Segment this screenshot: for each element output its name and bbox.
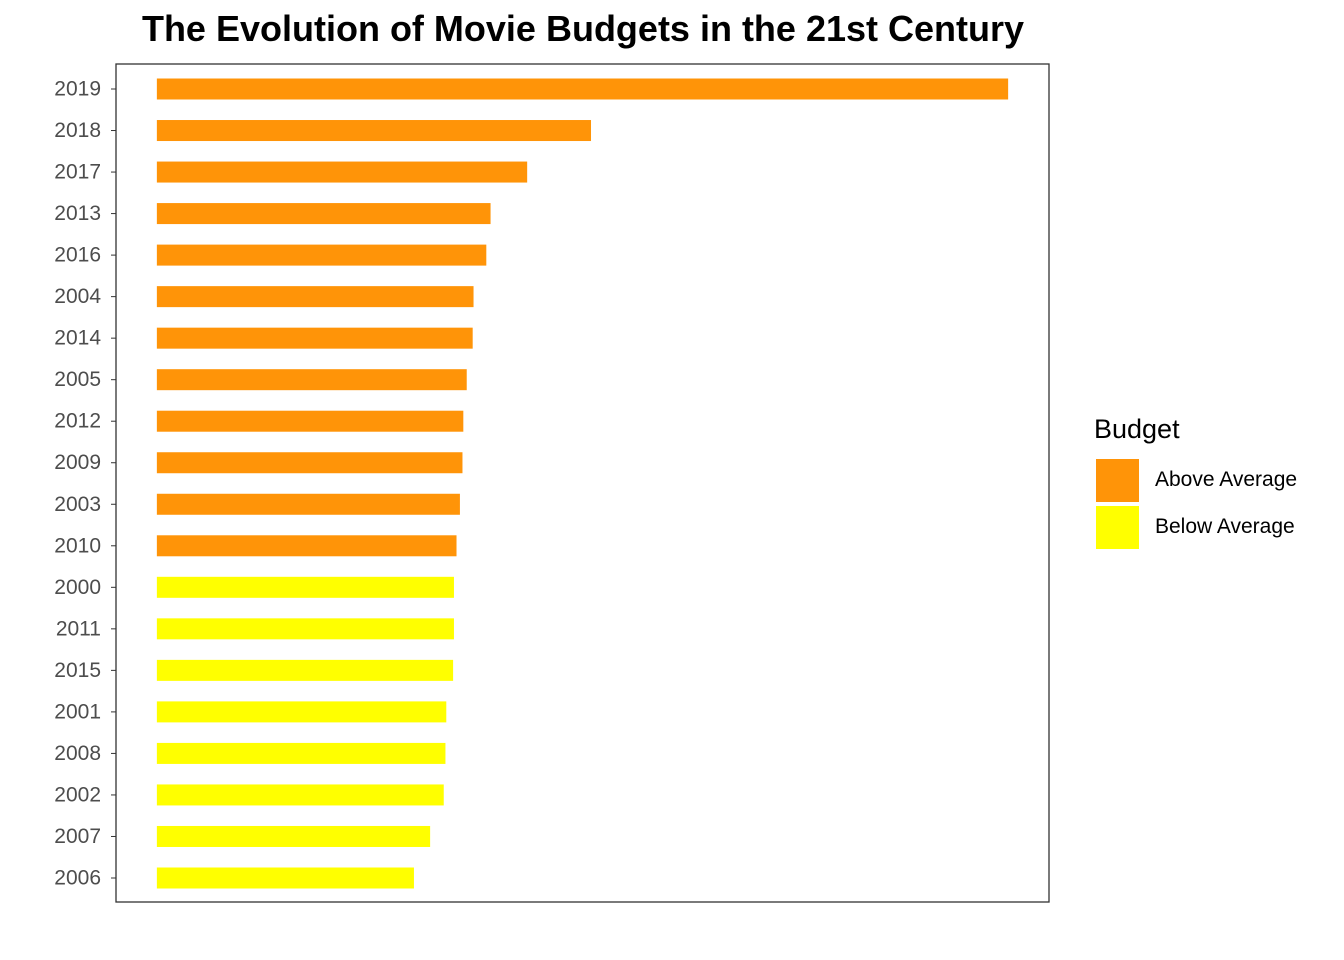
legend-key-below-average — [1096, 505, 1139, 549]
bar-2001 — [156, 701, 447, 723]
legend-label-below-average: Below Average — [1155, 515, 1295, 538]
legend-label-above-average: Above Average — [1155, 468, 1298, 491]
bar-2012 — [156, 410, 464, 432]
bar-2017 — [156, 161, 528, 183]
legend: Budget Above Average Below Average — [1094, 414, 1334, 552]
y-tick-label-2007: 2007 — [54, 825, 101, 848]
bar-2002 — [156, 784, 444, 806]
y-tick-label-2010: 2010 — [54, 534, 101, 557]
y-tick-label-2014: 2014 — [54, 327, 101, 350]
y-tick-label-2005: 2005 — [54, 368, 101, 391]
bar-2010 — [156, 535, 457, 557]
y-tick-label-2012: 2012 — [54, 410, 101, 433]
bar-2003 — [156, 493, 460, 515]
y-tick-label-2003: 2003 — [54, 493, 101, 516]
y-tick-label-2016: 2016 — [54, 244, 101, 267]
bar-2008 — [156, 742, 446, 764]
legend-item-below-average: Below Average — [1094, 505, 1334, 549]
bar-2016 — [156, 244, 487, 266]
bar-2007 — [156, 825, 431, 847]
bar-2005 — [156, 369, 467, 391]
y-tick-label-2001: 2001 — [54, 700, 101, 723]
y-tick-label-2009: 2009 — [54, 451, 101, 474]
chart-title: The Evolution of Movie Budgets in the 21… — [141, 8, 1025, 49]
bar-2014 — [156, 327, 473, 349]
y-tick-label-2002: 2002 — [54, 783, 101, 806]
y-tick-label-2011: 2011 — [56, 617, 101, 640]
legend-item-above-average: Above Average — [1094, 458, 1334, 502]
bar-2013 — [156, 203, 491, 225]
bar-2000 — [156, 576, 454, 598]
legend-title: Budget — [1094, 414, 1180, 444]
bar-2004 — [156, 286, 474, 308]
y-tick-label-2018: 2018 — [54, 119, 101, 142]
y-tick-label-2013: 2013 — [54, 202, 101, 225]
bar-2011 — [156, 618, 454, 640]
y-tick-label-2015: 2015 — [54, 659, 101, 682]
legend-key-above-average — [1096, 458, 1139, 502]
bar-2018 — [156, 120, 592, 142]
y-tick-label-2008: 2008 — [54, 742, 101, 765]
y-tick-label-2017: 2017 — [54, 161, 101, 184]
y-axis-ticks: 2019 2018 2017 2013 2016 2004 2014 2005 2012 2009… — [54, 78, 116, 890]
bar-2006 — [156, 867, 414, 889]
bar-2019 — [156, 78, 1009, 100]
y-tick-label-2019: 2019 — [54, 78, 101, 101]
bars-group — [156, 78, 1009, 889]
y-tick-label-2006: 2006 — [54, 867, 101, 890]
bar-2009 — [156, 452, 463, 474]
y-tick-label-2000: 2000 — [54, 576, 101, 599]
plot-panel-border — [115, 63, 1050, 903]
bar-2015 — [156, 659, 454, 681]
y-tick-label-2004: 2004 — [54, 285, 101, 308]
